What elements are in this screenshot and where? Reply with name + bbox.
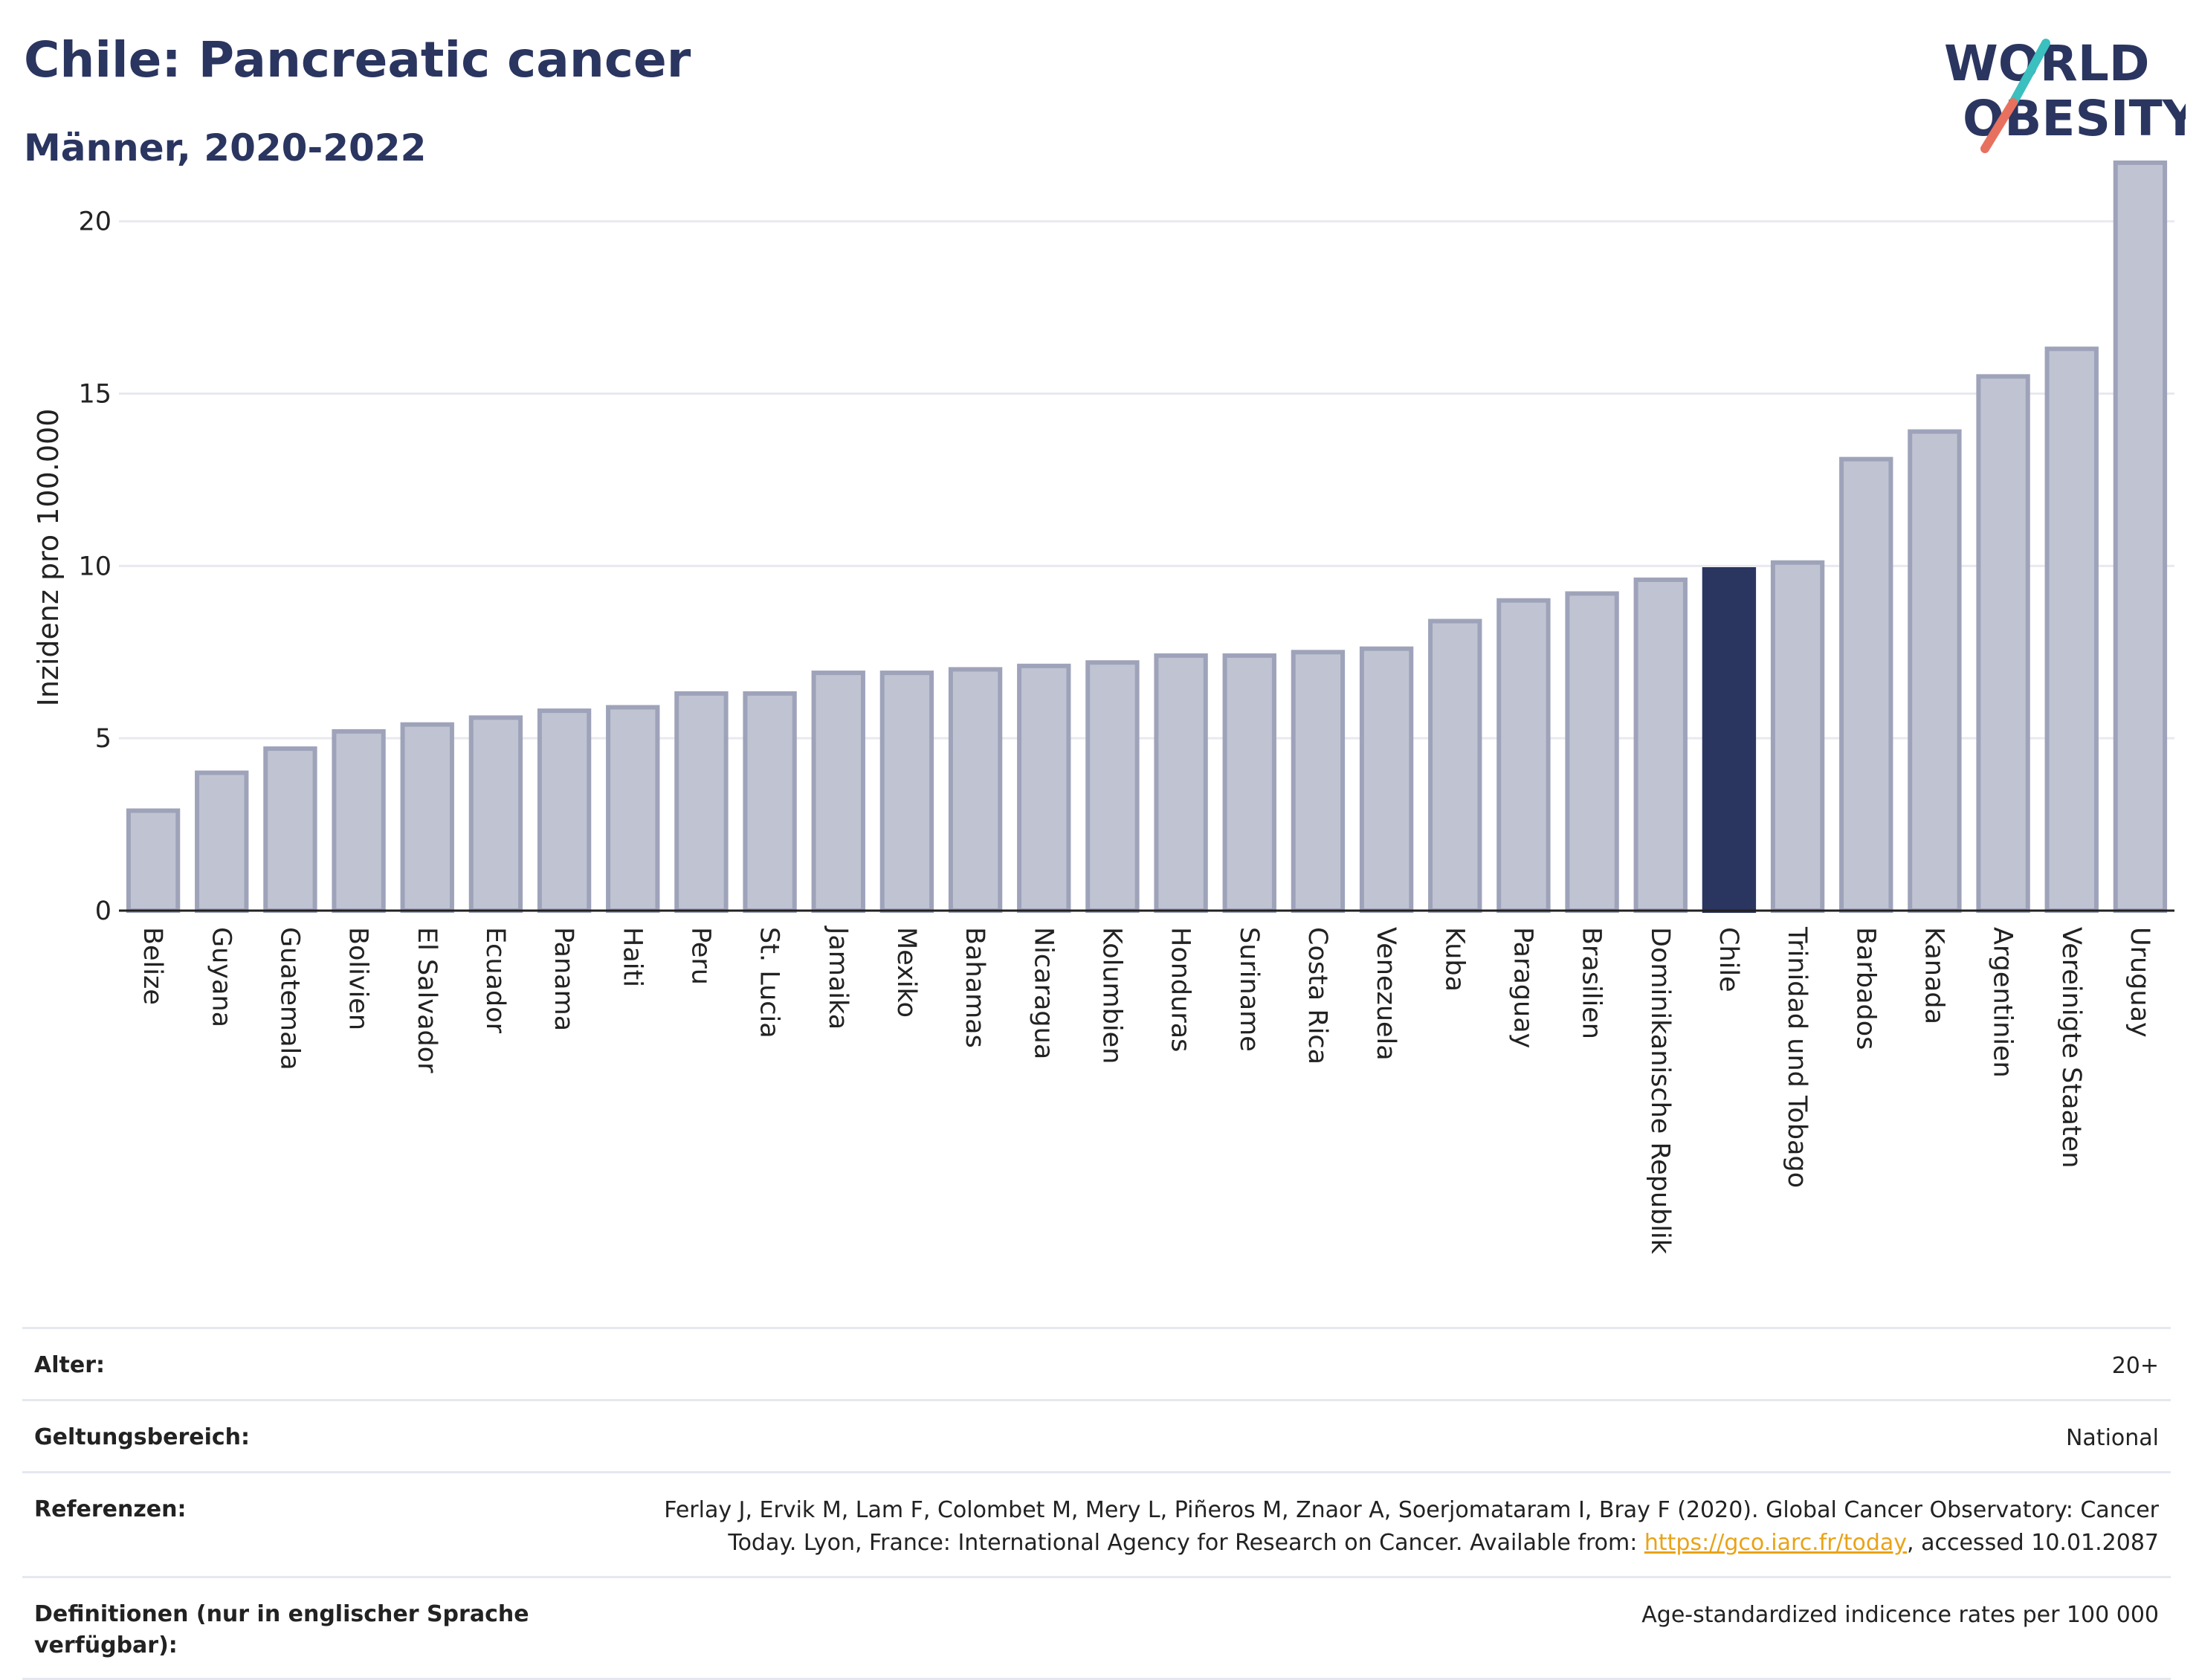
meta-label: Referenzen: bbox=[34, 1496, 187, 1522]
x-tick-label: Belize bbox=[138, 927, 167, 1005]
x-tick-label: Paraguay bbox=[1508, 927, 1537, 1048]
bar-kuba bbox=[1428, 618, 1482, 914]
bar-costa-rica bbox=[1291, 650, 1346, 913]
bar-paraguay bbox=[1496, 598, 1551, 914]
meta-label: Geltungsbereich: bbox=[34, 1424, 251, 1450]
x-tick-label: Guatemala bbox=[274, 927, 304, 1070]
x-tick-label: Trinidad und Tobago bbox=[1782, 926, 1812, 1188]
bar-guatemala bbox=[263, 746, 317, 913]
reference-accessed: , accessed 10.01.2087 bbox=[1907, 1530, 2159, 1556]
bar-nicaragua bbox=[1017, 663, 1071, 913]
world-obesity-logo: WORLD OBESITY bbox=[1944, 35, 2186, 153]
x-tick-label: Nicaragua bbox=[1028, 927, 1058, 1059]
x-tick-label: Vereinigte Staaten bbox=[2056, 927, 2086, 1168]
meta-row-scope: Geltungsbereich: National bbox=[22, 1399, 2171, 1471]
x-tick-label: Suriname bbox=[1234, 927, 1264, 1052]
bar-panama bbox=[537, 708, 592, 913]
x-tick-label: Haiti bbox=[617, 927, 647, 987]
x-tick-label: Argentinien bbox=[1988, 927, 2018, 1078]
x-tick-label: Kolumbien bbox=[1097, 927, 1126, 1064]
x-tick-label: Jamaika bbox=[823, 925, 853, 1030]
y-tick-label: 15 bbox=[78, 380, 112, 410]
page-title: Chile: Pancreatic cancer bbox=[24, 31, 691, 88]
x-tick-label: Costa Rica bbox=[1302, 927, 1332, 1064]
meta-value: National bbox=[2065, 1425, 2159, 1451]
bar-suriname bbox=[1222, 653, 1276, 914]
axes: 0 5 10 15 20 Belize Guyana Guatemala Bolivien El … bbox=[78, 207, 2174, 1255]
x-tick-label: El Salvador bbox=[412, 927, 442, 1073]
reference-link[interactable]: https://gco.iarc.fr/today bbox=[1644, 1530, 1908, 1556]
bars bbox=[126, 160, 2168, 914]
x-tick-label: Barbados bbox=[1850, 927, 1880, 1050]
meta-value: 20+ bbox=[2111, 1353, 2159, 1379]
meta-label: Definitionen (nur in englischer Sprache … bbox=[34, 1601, 529, 1658]
x-tick-label: Venezuela bbox=[1371, 927, 1401, 1061]
x-tick-label: Ecuador bbox=[480, 927, 510, 1034]
x-tick-label: Panama bbox=[549, 927, 578, 1031]
bar-vereinigte-staaten bbox=[2044, 346, 2099, 914]
x-tick-label: Dominikanische Republik bbox=[1645, 927, 1675, 1255]
meta-value: Ferlay J, Ervik M, Lam F, Colombet M, Me… bbox=[598, 1494, 2159, 1560]
x-tick-label: Honduras bbox=[1166, 927, 1195, 1052]
meta-row-age: Alter: 20+ bbox=[22, 1327, 2171, 1399]
x-tick-label: Bolivien bbox=[343, 927, 373, 1030]
x-tick-label: Brasilien bbox=[1577, 927, 1607, 1039]
bar-ecuador bbox=[468, 715, 523, 913]
bar-chile bbox=[1702, 567, 1757, 913]
bar-dominikanische-republik bbox=[1633, 577, 1688, 914]
y-tick-label: 20 bbox=[78, 207, 112, 237]
y-axis-label: Inzidenz pro 100.000 bbox=[32, 409, 65, 707]
reference-text: Ferlay J, Ervik M, Lam F, Colombet M, Me… bbox=[664, 1497, 2159, 1556]
bar-trinidad-und-tobago bbox=[1770, 560, 1825, 914]
meta-value: Age-standardized indicence rates per 100… bbox=[1641, 1602, 2159, 1628]
bar-chart: 0 5 10 15 20 Belize Guyana Guatemala Bolivien El … bbox=[32, 160, 2174, 1255]
grid-lines bbox=[119, 220, 2174, 740]
bar-mexiko bbox=[879, 671, 934, 913]
bar-bolivien bbox=[332, 728, 386, 914]
bar-argentinien bbox=[1976, 374, 2030, 913]
meta-row-references: Referenzen: Ferlay J, Ervik M, Lam F, Co… bbox=[22, 1471, 2171, 1576]
x-tick-label: Guyana bbox=[206, 927, 236, 1027]
x-tick-label: Uruguay bbox=[2125, 927, 2154, 1038]
x-tick-label: Bahamas bbox=[960, 927, 989, 1048]
bar-belize bbox=[126, 808, 181, 913]
y-tick-label: 5 bbox=[95, 724, 112, 754]
x-tick-label: Kuba bbox=[1439, 927, 1469, 992]
bar-honduras bbox=[1154, 653, 1208, 914]
bar-peru bbox=[674, 691, 729, 914]
bar-brasilien bbox=[1565, 591, 1619, 913]
bar-guyana bbox=[195, 770, 249, 913]
meta-label: Alter: bbox=[34, 1352, 105, 1378]
x-tick-label: St. Lucia bbox=[755, 927, 784, 1038]
bar-jamaika bbox=[811, 671, 865, 913]
bar-haiti bbox=[606, 705, 660, 913]
bar-uruguay bbox=[2113, 160, 2168, 913]
x-tick-label: Chile bbox=[1714, 927, 1743, 992]
bar-kolumbien bbox=[1085, 660, 1140, 913]
x-tick-label: Kanada bbox=[1919, 927, 1948, 1024]
x-tick-label: Peru bbox=[685, 927, 715, 985]
y-tick-label: 10 bbox=[78, 552, 112, 581]
y-tick-label: 0 bbox=[95, 896, 112, 926]
bar-bahamas bbox=[948, 667, 1003, 913]
bar-st-lucia bbox=[743, 691, 797, 914]
page-subtitle: Männer, 2020-2022 bbox=[24, 126, 427, 169]
x-tick-label: Mexiko bbox=[891, 927, 921, 1018]
metadata-table: Alter: 20+ Geltungsbereich: National Ref… bbox=[22, 1327, 2171, 1680]
bar-el-salvador bbox=[400, 722, 454, 913]
bar-barbados bbox=[1839, 456, 1893, 913]
meta-row-definitions: Definitionen (nur in englischer Sprache … bbox=[22, 1576, 2171, 1680]
bar-kanada bbox=[1908, 429, 1962, 913]
bar-venezuela bbox=[1359, 646, 1414, 913]
